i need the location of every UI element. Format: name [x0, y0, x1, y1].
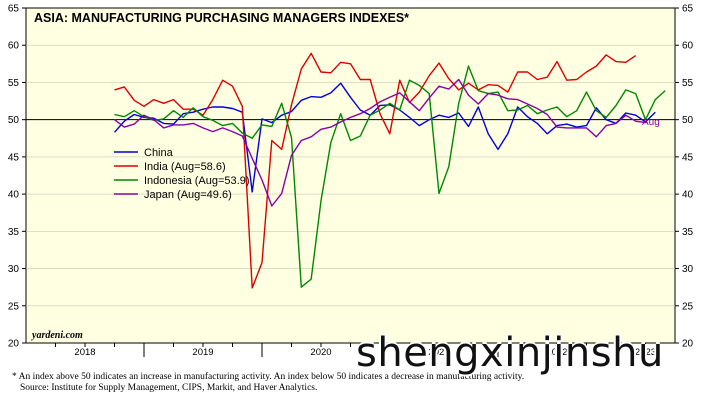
x-tick-label: 2019	[192, 347, 213, 358]
y-tick-label: 40	[8, 190, 20, 201]
y-tick-label: 55	[8, 78, 20, 89]
legend-label-china: China	[144, 147, 174, 159]
y-tick-label: 35	[8, 227, 20, 238]
footnote-line-1: * An index above 50 indicates an increas…	[12, 372, 525, 382]
y-tick-label: 30	[682, 264, 694, 275]
watermark-text: shengxinjinshu	[356, 330, 664, 376]
y-tick-label: 55	[682, 78, 694, 89]
legend-label-japan: Japan (Aug=49.6)	[144, 189, 232, 201]
y-tick-label: 20	[682, 339, 694, 350]
y-axis-left: 20 25 30 35 40 45 50 55 60 65	[8, 4, 26, 350]
series-line-indonesia	[114, 65, 666, 288]
legend: China India (Aug=58.6) Indonesia (Aug=53.9…	[114, 147, 250, 201]
legend-label-indonesia: Indonesia (Aug=53.9)	[144, 175, 250, 187]
y-tick-label: 50	[682, 115, 694, 126]
x-tick-label: 2021	[428, 347, 449, 358]
y-tick-label: 60	[8, 41, 20, 52]
source-label: yardeni.com	[31, 330, 83, 341]
y-tick-label: 30	[8, 264, 20, 275]
y-tick-label: 40	[682, 190, 694, 201]
end-label: Aug	[642, 117, 660, 128]
y-tick-label: 50	[8, 115, 20, 126]
plot-background	[25, 7, 676, 344]
y-tick-label: 45	[8, 152, 20, 163]
x-tick-label: 2023	[635, 347, 656, 358]
chart-title: ASIA: MANUFACTURING PURCHASING MANAGERS …	[34, 11, 409, 25]
footnote-line-2: Source: Institute for Supply Management,…	[20, 383, 318, 393]
x-axis: 2018 2019 2020 2021 2022 2023	[55, 343, 656, 358]
y-tick-label: 60	[682, 41, 694, 52]
y-tick-label: 25	[682, 301, 694, 312]
y-axis-right: 20 25 30 35 40 45 50 55 60 65	[675, 4, 694, 350]
y-tick-label: 65	[682, 4, 694, 15]
x-tick-label: 2020	[310, 347, 331, 358]
series-line-india	[114, 52, 637, 289]
x-tick-label: 2022	[546, 347, 567, 358]
series-line-china	[113, 82, 656, 193]
y-tick-label: 45	[682, 152, 694, 163]
series-line-japan	[114, 78, 646, 207]
y-tick-label: 65	[8, 4, 20, 15]
footnote: * An index above 50 indicates an increas…	[12, 372, 702, 394]
y-tick-label: 20	[8, 339, 20, 350]
y-tick-label: 35	[682, 227, 694, 238]
legend-label-india: India (Aug=58.6)	[144, 161, 226, 173]
series-lines	[113, 52, 666, 289]
x-tick-label: 2018	[74, 347, 95, 358]
y-tick-label: 25	[8, 301, 20, 312]
